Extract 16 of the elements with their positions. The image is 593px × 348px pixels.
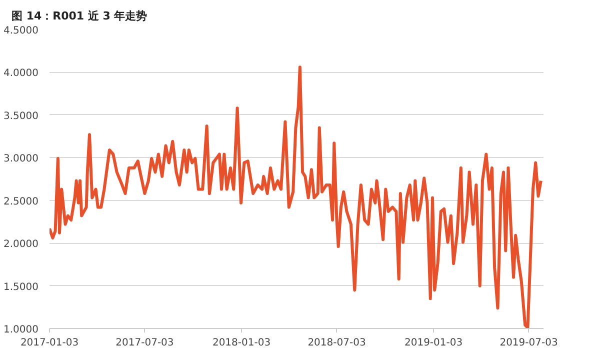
y-tick-label: 2.0000 [4,239,39,250]
y-tick-label: 4.5000 [4,26,39,36]
y-tick-label: 3.0000 [4,154,39,165]
y-tick-label: 3.5000 [4,110,39,122]
x-tick-label: 2017-07-03 [116,338,174,348]
y-tick-label: 1.5000 [4,282,39,293]
x-tick-label: 2018-07-03 [308,338,366,348]
line-series [50,66,542,328]
x-tick-label: 2018-01-03 [212,338,271,348]
y-tick-label: 2.5000 [4,196,39,208]
x-tick-label: 2019-01-03 [404,338,463,348]
chart-title: 图 14：R001 近 3 年走势 [12,10,148,22]
y-tick-label: 1.0000 [4,324,39,336]
x-tick-label: 2017-01-03 [20,338,79,348]
x-tick-label: 2019-07-03 [500,338,558,348]
y-tick-label: 4.0000 [4,68,39,80]
